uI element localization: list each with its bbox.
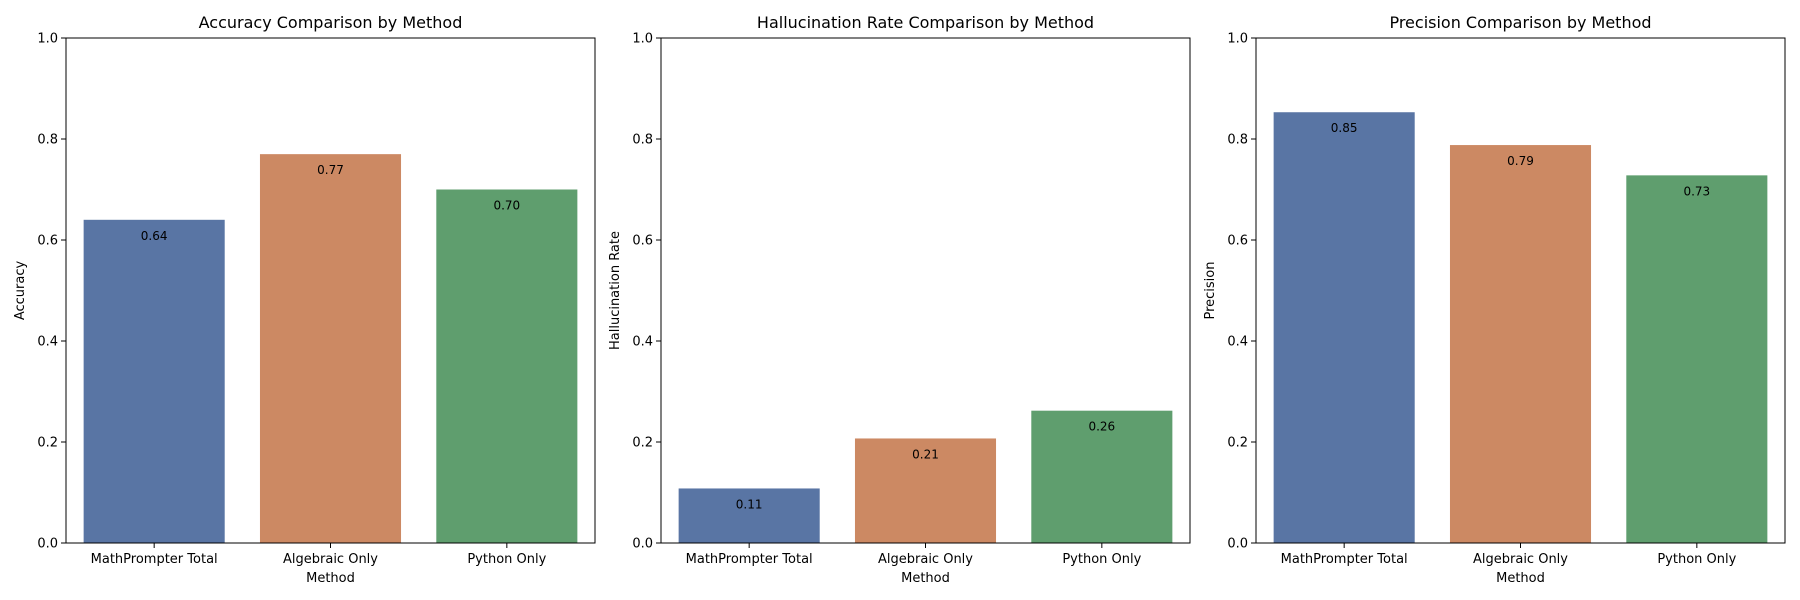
y-axis-label: Hallucination Rate [608,231,623,350]
y-tick-label: 0.0 [1227,537,1248,552]
bar-2 [854,438,997,543]
bar-value-label: 0.79 [1507,154,1534,168]
bar-1 [1273,112,1415,544]
x-tick-label: Python Only [467,552,546,567]
x-axis-label: Method [1496,571,1545,586]
bar-1 [678,488,820,543]
chart-title: Precision Comparison by Method [1389,13,1651,32]
y-tick-label: 0.4 [1227,335,1248,350]
y-tick-label: 0.4 [37,335,58,350]
y-tick-label: 0.4 [632,335,653,350]
y-tick-label: 0.2 [1227,436,1248,451]
x-tick-label: Python Only [1062,552,1141,567]
x-tick-label: MathPrompter Total [686,552,813,567]
x-tick-label: Algebraic Only [283,552,378,567]
y-tick-label: 0.8 [37,133,58,148]
y-tick-label: 0.0 [632,537,653,552]
y-tick-label: 0.6 [37,234,58,249]
x-tick-label: MathPrompter Total [91,552,218,567]
y-tick-label: 1.0 [1227,32,1248,47]
y-tick-label: 0.2 [37,436,58,451]
y-axis-label: Precision [1203,261,1218,319]
bar-value-label: 0.85 [1331,121,1358,135]
bar-3 [1031,410,1173,543]
bar-3 [1626,175,1768,544]
x-axis-label: Method [901,571,950,586]
y-tick-label: 1.0 [632,32,653,47]
chart-panel-3: 0.85 0.79 0.73 0.0 0.2 0.4 0.6 0.8 1.0 MathPrompt… [1203,13,1786,586]
bar-value-label: 0.77 [317,163,344,177]
bar-value-label: 0.64 [141,229,168,243]
y-tick-label: 0.6 [1227,234,1248,249]
bar-value-label: 0.70 [493,199,520,213]
x-axis-label: Method [306,571,355,586]
chart-title: Accuracy Comparison by Method [199,13,463,32]
x-tick-label: Python Only [1657,552,1736,567]
y-tick-label: 1.0 [37,32,58,47]
bar-3 [436,189,578,543]
y-axis-label: Accuracy [13,261,28,321]
bar-value-label: 0.11 [736,497,763,511]
chart-panel-2: 0.11 0.21 0.26 0.0 0.2 0.4 0.6 0.8 1.0 MathPrompt… [608,13,1191,586]
bar-2 [259,154,402,543]
bar-value-label: 0.73 [1683,184,1710,198]
y-tick-label: 0.6 [632,234,653,249]
x-tick-label: MathPrompter Total [1281,552,1408,567]
x-tick-label: Algebraic Only [1473,552,1568,567]
y-tick-label: 0.2 [632,436,653,451]
x-tick-label: Algebraic Only [878,552,973,567]
chart-title: Hallucination Rate Comparison by Method [757,13,1094,32]
bar-value-label: 0.26 [1088,420,1115,434]
y-tick-label: 0.0 [37,537,58,552]
bar-2 [1449,145,1592,543]
bar-value-label: 0.21 [912,447,939,461]
chart-panel-1: 0.64 0.77 0.70 0.0 0.2 0.4 0.6 0.8 1.0 MathPrompt… [13,13,596,586]
y-tick-label: 0.8 [1227,133,1248,148]
bar-1 [83,219,225,544]
y-tick-label: 0.8 [632,133,653,148]
